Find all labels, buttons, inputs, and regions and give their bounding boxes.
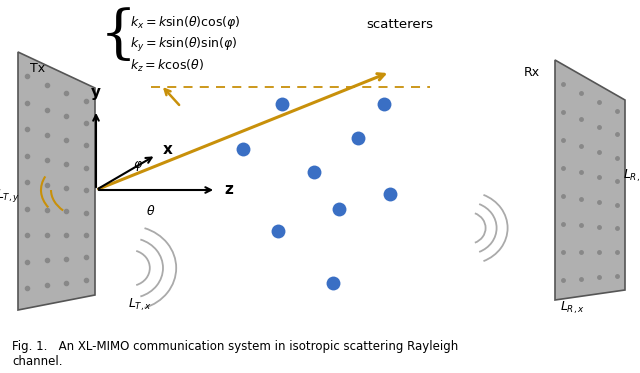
Text: x: x bbox=[163, 142, 173, 157]
Text: $k_x = k\sin(\theta)\cos(\varphi)$: $k_x = k\sin(\theta)\cos(\varphi)$ bbox=[130, 14, 241, 31]
Text: $L_{T,y}$: $L_{T,y}$ bbox=[0, 186, 20, 204]
Text: $\theta$: $\theta$ bbox=[147, 204, 156, 218]
Text: y: y bbox=[91, 85, 101, 100]
Text: scatterers: scatterers bbox=[367, 18, 433, 31]
Text: $L_{T,x}$: $L_{T,x}$ bbox=[128, 297, 152, 313]
Text: $k_y = k\sin(\theta)\sin(\varphi)$: $k_y = k\sin(\theta)\sin(\varphi)$ bbox=[130, 36, 237, 54]
Text: $k_z = k\cos(\theta)$: $k_z = k\cos(\theta)$ bbox=[130, 58, 204, 74]
Polygon shape bbox=[555, 60, 625, 300]
Polygon shape bbox=[18, 52, 95, 310]
Text: $L_{R,x}$: $L_{R,x}$ bbox=[559, 300, 584, 316]
Text: $\varphi$: $\varphi$ bbox=[133, 159, 143, 173]
Text: $L_{R,y}$: $L_{R,y}$ bbox=[623, 166, 640, 184]
Text: Tx: Tx bbox=[31, 62, 45, 75]
Text: Fig. 1.   An XL-MIMO communication system in isotropic scattering Rayleigh
chann: Fig. 1. An XL-MIMO communication system … bbox=[12, 340, 458, 368]
Text: z: z bbox=[224, 182, 233, 197]
Text: Rx: Rx bbox=[524, 66, 540, 78]
Text: {: { bbox=[99, 8, 136, 64]
